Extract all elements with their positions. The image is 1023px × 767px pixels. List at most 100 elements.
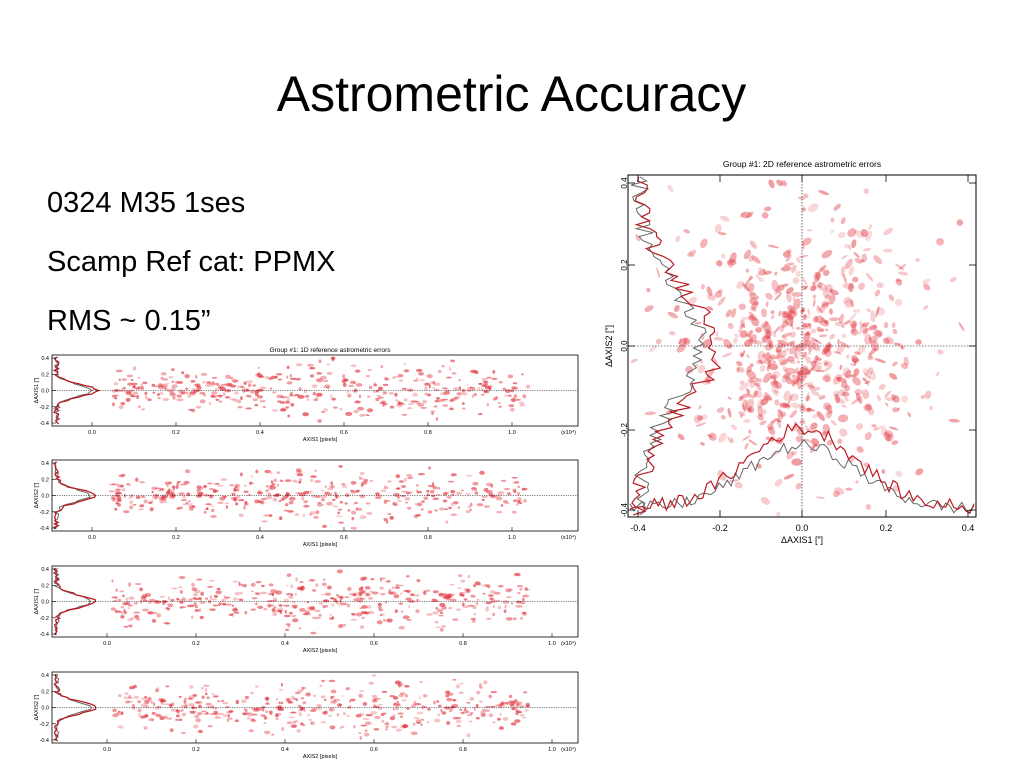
- scatter-2d-point: [791, 291, 803, 297]
- scatter-2d-point: [812, 294, 817, 299]
- panel-1d-point: [170, 387, 176, 391]
- panel-1d-point: [287, 701, 292, 704]
- panel-1d-point: [329, 707, 333, 712]
- panel-1d-point: [231, 496, 238, 501]
- panel-1d-point: [374, 497, 382, 499]
- panel-1d-point: [445, 520, 449, 524]
- panel-1d-point: [166, 483, 169, 488]
- panel-1d-point: [194, 604, 198, 609]
- panel-1d-point: [126, 697, 134, 699]
- panel-1d-point: [336, 713, 340, 717]
- panel-1d-point: [144, 704, 149, 709]
- scatter-2d-point: [840, 265, 845, 277]
- panel-1d-point: [270, 589, 276, 594]
- scatter-2d-point: [956, 219, 964, 227]
- panel-1d-point: [113, 389, 118, 392]
- scatter-2d-point: [903, 356, 909, 366]
- panel-1d-point: [243, 712, 246, 716]
- panel-1d-point: [481, 708, 487, 712]
- panel-1d-point: [337, 602, 344, 606]
- panel-1d-point: [243, 708, 247, 711]
- scatter-2d-point: [727, 396, 732, 400]
- panel-1d-point: [137, 700, 142, 704]
- panel-1d-point: [196, 385, 202, 390]
- panel-1d-point: [335, 515, 343, 518]
- panel-1d-point: [221, 383, 228, 386]
- panel-1d-point: [401, 699, 407, 702]
- scatter-2d-point: [740, 211, 752, 219]
- panel-1d-point: [277, 705, 283, 709]
- panel-1d-point: [159, 595, 166, 598]
- scatter-2d-point: [789, 359, 796, 365]
- panel-1d-point: [444, 389, 451, 393]
- panel-1d-point: [459, 708, 463, 711]
- panel-1d-point: [185, 391, 189, 395]
- panel-1d-point: [318, 602, 324, 605]
- panel-1d-point: [150, 700, 153, 704]
- scatter-2d-point: [839, 364, 843, 371]
- panel-1d-point: [316, 703, 322, 708]
- panel-1d-point: [324, 384, 331, 389]
- scatter-2d-point: [816, 326, 822, 332]
- panel-1d-point: [326, 501, 333, 506]
- scatter-2d-point: [895, 279, 902, 282]
- panel-1d-point: [220, 478, 227, 481]
- panel-1d-point: [322, 711, 327, 715]
- scatter-2d-point: [817, 281, 823, 288]
- panel-1d-point: [309, 510, 316, 515]
- panel-1d-point: [410, 400, 418, 403]
- panel-1d-point: [424, 589, 431, 592]
- panel-1d-point: [290, 724, 297, 728]
- panel-1d-point: [465, 510, 470, 514]
- scatter-2d-point: [771, 279, 779, 292]
- scatter-2d-point: [795, 342, 808, 352]
- panel-1d-point: [296, 586, 303, 590]
- panel-1d-point: [309, 709, 317, 712]
- scatter-2d-point: [774, 271, 778, 276]
- panel-1d-point: [290, 584, 293, 589]
- panel-1d-point: [472, 481, 479, 486]
- panel-1d-point: [456, 725, 461, 727]
- panel-1d-point: [362, 701, 368, 706]
- panel-1d-point: [433, 382, 441, 386]
- scatter-2d-point: [841, 324, 845, 329]
- scatter-2d-point: [748, 315, 756, 322]
- panel-1d-point: [248, 729, 254, 733]
- panel-1d-point: [354, 369, 361, 373]
- scatter-2d-point: [863, 188, 870, 194]
- scatter-2d-point: [789, 317, 794, 327]
- panel-1d-point: [313, 694, 316, 697]
- panel-1d-point: [269, 387, 273, 390]
- panel-1d-point: [426, 613, 433, 616]
- scatter-2d-point: [677, 433, 685, 441]
- panel-1d-point: [151, 486, 158, 490]
- panel-1d-point: [503, 702, 509, 705]
- scatter-2d-point: [796, 376, 803, 389]
- panel-1d-point: [176, 398, 184, 402]
- panel-1d-point: [210, 598, 217, 601]
- scatter-2d-point: [747, 329, 753, 337]
- scatter-2d-point: [861, 253, 868, 262]
- scatter-2d-point: [777, 339, 789, 346]
- panel-1d-point: [335, 600, 338, 604]
- panel-1d-xtick: 1.0: [548, 641, 556, 647]
- scatter-2d-point: [746, 354, 750, 359]
- panel-1d-point: [498, 585, 504, 588]
- panel-1d-point: [167, 388, 171, 392]
- panel-1d-point: [432, 380, 436, 385]
- panel-1d-point: [522, 594, 530, 598]
- scatter-2d-point: [768, 396, 773, 402]
- panel-1d-point: [198, 608, 202, 612]
- scatter-2d-point: [874, 358, 886, 364]
- panel-1d-point: [485, 608, 489, 612]
- scatter-2d-point: [753, 390, 758, 398]
- scatter-2d-point: [804, 339, 816, 347]
- scatter-2d-point: [810, 328, 817, 334]
- bullet-dataset: 0324 M35 1ses: [47, 187, 246, 219]
- panel-1d-point: [304, 610, 310, 614]
- panel-1d-point: [250, 582, 256, 587]
- panel-1d-point: [188, 500, 191, 503]
- scatter-2d-point: [781, 318, 791, 329]
- panel-1d-point: [175, 714, 180, 718]
- scatter-2d-points: [630, 179, 965, 518]
